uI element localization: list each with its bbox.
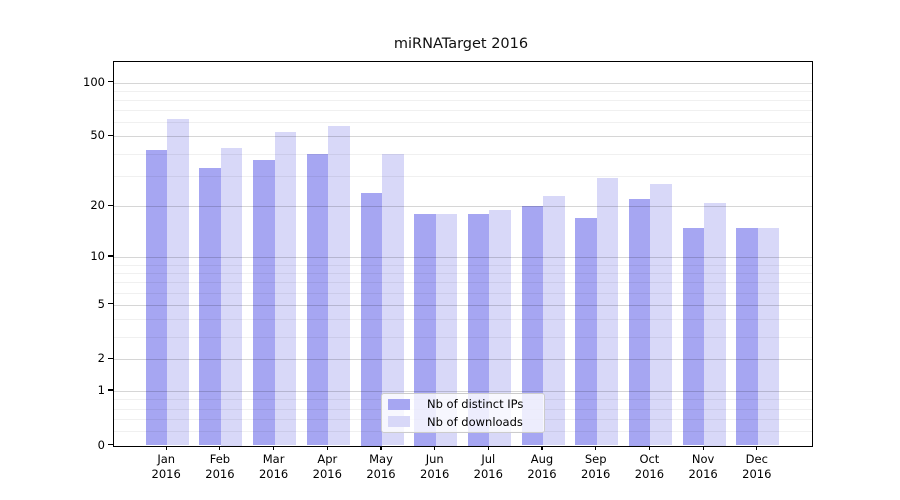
x-tick-apr	[326, 445, 328, 451]
bar-distinct-ips-apr	[306, 153, 329, 446]
x-tick-jan	[165, 445, 167, 451]
bars-layer	[114, 62, 812, 446]
bar-downloads-sep	[596, 178, 619, 446]
x-tick-aug	[541, 445, 543, 451]
bar-downloads-nov	[704, 202, 726, 446]
legend: Nb of distinct IPs Nb of downloads	[381, 393, 545, 433]
bar-distinct-ips-jan	[145, 149, 168, 446]
chart-title: miRNATarget 2016	[393, 36, 529, 52]
x-tick-label-jun: Jun 2016	[420, 452, 450, 481]
y-tick-5	[108, 303, 113, 305]
y-tick-20	[108, 204, 113, 206]
legend-item-downloads: Nb of downloads	[382, 413, 544, 430]
legend-label-distinct-ips: Nb of distinct IPs	[427, 397, 524, 412]
x-tick-label-oct: Oct 2016	[634, 452, 665, 481]
legend-swatch-downloads	[388, 416, 410, 428]
y-tick-label-10: 10	[90, 249, 105, 263]
bar-distinct-ips-sep	[575, 218, 597, 446]
plot-area	[112, 60, 813, 447]
bar-downloads-jun	[435, 214, 458, 446]
y-tick-50	[108, 134, 113, 136]
y-tick-2	[108, 357, 113, 359]
legend-swatch-distinct-ips	[388, 398, 410, 410]
x-tick-dec	[756, 445, 758, 451]
x-tick-label-aug: Aug 2016	[527, 452, 557, 481]
x-tick-label-jul: Jul 2016	[473, 452, 503, 481]
x-tick-jun	[434, 445, 436, 451]
bar-distinct-ips-jul	[467, 214, 490, 446]
y-tick-10	[108, 255, 113, 257]
x-tick-label-mar: Mar 2016	[258, 452, 289, 481]
x-tick-label-nov: Nov 2016	[688, 452, 718, 481]
bar-downloads-dec	[757, 227, 780, 446]
x-tick-label-may: May 2016	[366, 452, 396, 481]
bar-distinct-ips-jun	[414, 214, 436, 446]
y-tick-100	[108, 81, 113, 83]
x-tick-sep	[595, 445, 597, 451]
bar-downloads-may	[382, 153, 404, 446]
x-tick-oct	[648, 445, 650, 451]
x-tick-label-jan: Jan 2016	[151, 452, 181, 481]
bar-downloads-mar	[274, 131, 297, 446]
bar-downloads-oct	[650, 183, 672, 446]
x-tick-jul	[487, 445, 489, 451]
y-tick-label-0: 0	[97, 437, 105, 452]
bar-downloads-jul	[489, 210, 511, 446]
y-tick-label-2: 2	[97, 351, 105, 366]
y-tick-1	[108, 389, 113, 391]
bar-distinct-ips-dec	[736, 227, 758, 446]
bar-downloads-apr	[328, 126, 350, 446]
x-tick-nov	[702, 445, 704, 451]
x-tick-label-apr: Apr 2016	[312, 452, 342, 481]
bar-distinct-ips-aug	[521, 206, 543, 446]
bar-distinct-ips-mar	[253, 159, 275, 446]
bar-downloads-jan	[167, 118, 189, 446]
bar-downloads-feb	[220, 148, 243, 446]
y-tick-label-20: 20	[90, 198, 105, 213]
y-tick-label-5: 5	[97, 296, 105, 311]
y-tick-label-1: 1	[97, 383, 105, 397]
y-tick-label-50: 50	[90, 128, 105, 143]
x-tick-label-sep: Sep 2016	[581, 452, 611, 481]
x-tick-may	[380, 445, 382, 451]
bar-downloads-aug	[543, 195, 565, 446]
y-tick-0	[108, 443, 113, 446]
bar-distinct-ips-may	[360, 192, 382, 446]
x-tick-feb	[219, 445, 221, 451]
legend-item-distinct-ips: Nb of distinct IPs	[382, 396, 544, 413]
bar-distinct-ips-nov	[682, 227, 705, 446]
bar-distinct-ips-feb	[199, 168, 221, 446]
x-tick-label-feb: Feb 2016	[205, 452, 235, 481]
legend-label-downloads: Nb of downloads	[427, 414, 523, 429]
bar-distinct-ips-oct	[628, 199, 651, 446]
y-tick-label-100: 100	[83, 74, 105, 89]
x-tick-mar	[273, 445, 275, 451]
x-tick-label-dec: Dec 2016	[742, 452, 772, 481]
